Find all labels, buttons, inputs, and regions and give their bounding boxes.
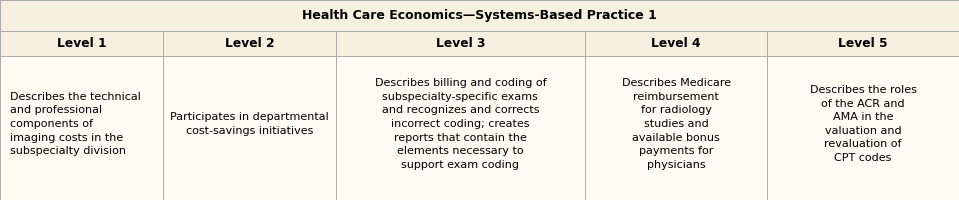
- Text: Level 4: Level 4: [651, 37, 701, 50]
- Text: Level 2: Level 2: [224, 37, 274, 50]
- Text: Level 1: Level 1: [57, 37, 106, 50]
- Text: Level 3: Level 3: [435, 37, 485, 50]
- Text: Describes the technical
and professional
components of
imaging costs in the
subs: Describes the technical and professional…: [10, 92, 140, 156]
- Bar: [0, 31, 959, 56]
- Bar: [0, 0, 959, 31]
- Text: Health Care Economics—Systems-Based Practice 1: Health Care Economics—Systems-Based Prac…: [302, 9, 657, 22]
- Text: Describes Medicare
reimbursement
for radiology
studies and
available bonus
payme: Describes Medicare reimbursement for rad…: [621, 78, 731, 170]
- Text: Describes the roles
of the ACR and
AMA in the
valuation and
revaluation of
CPT c: Describes the roles of the ACR and AMA i…: [809, 85, 917, 163]
- Text: Participates in departmental
cost-savings initiatives: Participates in departmental cost-saving…: [170, 112, 329, 136]
- Text: Describes billing and coding of
subspecialty-specific exams
and recognizes and c: Describes billing and coding of subspeci…: [375, 78, 546, 170]
- Text: Level 5: Level 5: [838, 37, 888, 50]
